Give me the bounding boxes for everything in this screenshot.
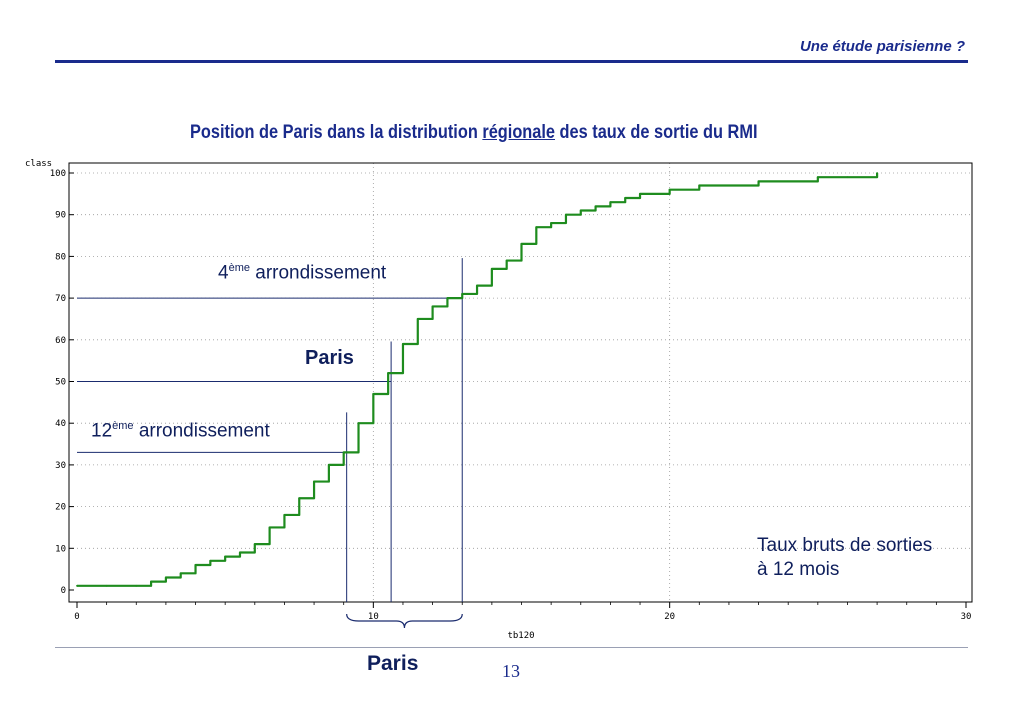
y-tick-label: 20 [55, 503, 66, 513]
data-point [535, 226, 538, 229]
data-point [594, 205, 597, 208]
data-point [165, 576, 167, 579]
data-point [505, 259, 508, 262]
data-point [416, 318, 419, 320]
annotation-4eme-text: arrondissement [249, 262, 387, 284]
y-axis-title: class [25, 159, 52, 169]
data-point [698, 184, 701, 187]
header-divider [55, 60, 968, 63]
slide-header-title: Une étude parisienne ? [799, 38, 965, 55]
page-number: 13 [502, 661, 520, 681]
data-point [461, 293, 464, 295]
annotation-paris: Paris [305, 347, 354, 369]
data-point [550, 222, 553, 224]
chart-title-part-1: Position de Paris dans la distribution [190, 122, 483, 143]
data-point [816, 176, 819, 179]
y-tick-label: 10 [55, 544, 66, 554]
x-axis-title: tb120 [507, 631, 534, 641]
data-point [253, 543, 256, 546]
annotation-12eme-number: 12 [91, 420, 113, 442]
data-point [624, 197, 627, 199]
data-point [609, 201, 612, 204]
series-line [77, 173, 879, 587]
data-point [105, 584, 108, 587]
y-tick-label: 50 [55, 378, 66, 388]
data-point [224, 555, 227, 558]
data-point [268, 526, 271, 529]
data-point [357, 422, 360, 425]
data-point [342, 451, 345, 454]
data-point [402, 343, 404, 345]
data-point [846, 176, 849, 179]
data-point [520, 242, 523, 245]
data-point [565, 213, 567, 216]
annotation-4eme: 4ème arrondissement [218, 262, 386, 284]
data-point [135, 584, 138, 587]
data-point [283, 514, 286, 516]
data-point [476, 284, 478, 287]
data-point [653, 192, 656, 195]
data-point [490, 268, 493, 270]
y-tick-label: 70 [55, 294, 66, 304]
data-point [239, 551, 241, 554]
data-point [757, 180, 760, 183]
chart-title: Position de Paris dans la distribution r… [190, 122, 757, 144]
chart-title-underlined: régionale [482, 122, 556, 143]
chart-note: Taux bruts de sorties à 12 mois [757, 535, 933, 580]
data-point [327, 464, 330, 466]
data-point [787, 180, 790, 183]
annotation-4eme-sup: ème [228, 262, 250, 274]
x-tick-label: 0 [74, 612, 79, 622]
data-point [372, 393, 375, 395]
data-point [76, 584, 78, 587]
marker-guides [77, 258, 463, 602]
data-point [639, 192, 641, 195]
annotation-12eme-text: arrondissement [133, 420, 270, 442]
data-point [446, 297, 449, 299]
annotation-12eme-sup: ème [112, 420, 134, 432]
series-layer [76, 172, 879, 587]
chart-title-part-2: des taux de sortie du RMI [555, 122, 758, 143]
annotation-12eme: 12ème arrondissement [91, 420, 270, 442]
data-point [313, 480, 315, 483]
chart-axes: 0 10 20 30 40 50 60 70 80 90 100 0 10 20 30 class tb120 [25, 159, 973, 641]
data-point [194, 564, 197, 566]
annotation-4eme-number: 4 [218, 262, 229, 284]
data-point [728, 184, 730, 187]
y-tick-label: 90 [55, 211, 66, 221]
data-point [387, 372, 390, 375]
x-tick-label: 30 [961, 612, 972, 622]
data-point [876, 172, 878, 174]
plot-frame [68, 162, 973, 603]
x-tick-label: 10 [368, 612, 379, 622]
data-point [668, 188, 671, 191]
y-tick-label: 40 [55, 419, 66, 429]
y-tick-label: 30 [55, 461, 66, 471]
x-tick-label: 20 [664, 612, 675, 622]
y-tick-label: 0 [61, 586, 66, 596]
data-point [179, 572, 182, 575]
y-tick-label: 60 [55, 336, 66, 346]
brace-label-paris: Paris [367, 652, 419, 675]
data-point [209, 559, 212, 562]
data-point [298, 497, 301, 500]
footer-divider [55, 647, 968, 648]
data-point [579, 209, 582, 212]
data-point [150, 580, 152, 583]
y-tick-label: 100 [50, 169, 66, 179]
paris-brace [346, 613, 463, 629]
y-tick-label: 80 [55, 252, 66, 262]
data-point [431, 305, 434, 308]
